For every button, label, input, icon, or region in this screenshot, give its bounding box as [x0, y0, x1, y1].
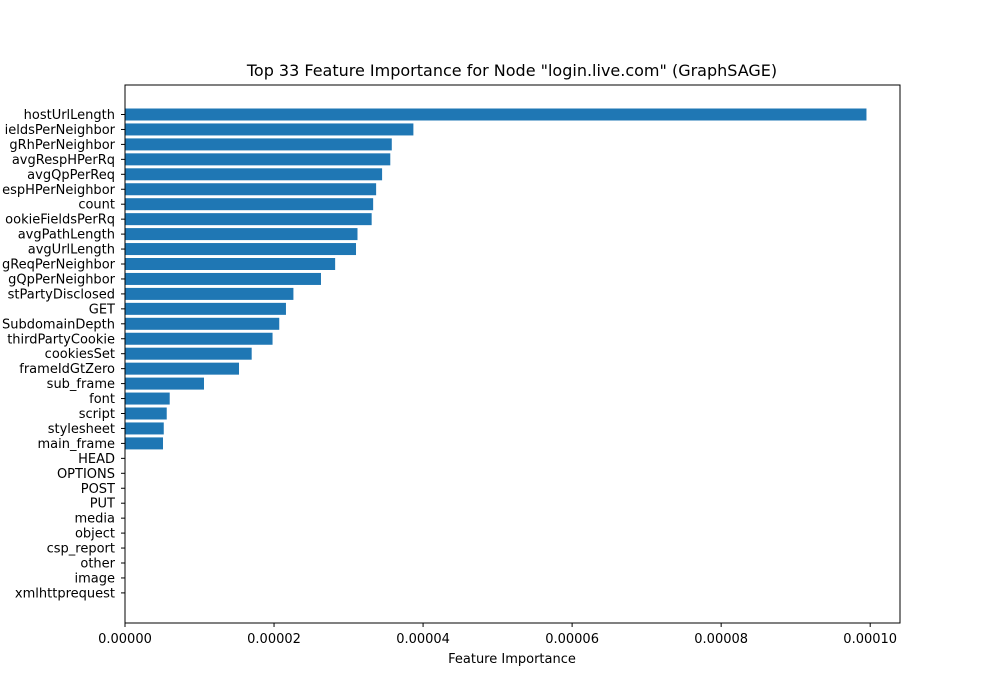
x-tick-label: 0.00008 — [694, 632, 748, 647]
bars-layer — [125, 108, 867, 450]
y-tick-label: SubdomainDepth — [2, 317, 115, 332]
x-tick-label: 0.00002 — [247, 632, 301, 647]
y-axis: hostUrlLengthieldsPerNeighborgRhPerNeigh… — [2, 108, 125, 601]
y-tick-label: frameIdGtZero — [19, 362, 115, 377]
y-tick-label: ieldsPerNeighbor — [5, 123, 116, 138]
y-tick-label: script — [79, 407, 115, 422]
y-tick-label: object — [75, 527, 115, 542]
bar-greqperneighbor — [125, 258, 336, 270]
y-tick-label: gRhPerNeighbor — [9, 138, 115, 153]
y-tick-label: other — [80, 557, 115, 572]
y-tick-label: avgPathLength — [18, 228, 115, 243]
y-tick-label: stylesheet — [48, 422, 115, 437]
y-tick-label: stPartyDisclosed — [8, 287, 115, 302]
bar-main-frame — [125, 437, 164, 450]
bar-thirdpartycookie — [125, 332, 273, 345]
bar-ieldsperneighbor — [125, 123, 414, 136]
y-tick-label: font — [89, 392, 115, 407]
bar-avgurllength — [125, 243, 357, 256]
bar-font — [125, 392, 170, 405]
bar-hosturllength — [125, 108, 867, 121]
y-tick-label: gQpPerNeighbor — [8, 272, 115, 287]
bar-subdomaindepth — [125, 317, 280, 330]
plot-frame — [124, 84, 901, 624]
bar-avgqpperreq — [125, 168, 383, 181]
bar-count — [125, 198, 374, 211]
chart-title: Top 33 Feature Importance for Node "logi… — [246, 61, 777, 80]
x-tick-label: 0.00006 — [545, 632, 599, 647]
y-tick-label: csp_report — [47, 542, 115, 557]
bar-gqpperneighbor — [125, 272, 321, 285]
y-tick-label: sub_frame — [47, 377, 115, 392]
bar-frameidgtzero — [125, 362, 240, 375]
x-tick-label: 0.00004 — [396, 632, 450, 647]
y-tick-label: POST — [81, 482, 115, 497]
x-tick-label: 0.00010 — [843, 632, 897, 647]
y-tick-label: count — [78, 198, 115, 213]
y-tick-label: cookiesSet — [45, 347, 115, 362]
y-tick-label: avgRespHPerRq — [12, 153, 115, 168]
y-tick-label: gReqPerNeighbor — [2, 258, 116, 273]
y-tick-label: xmlhttprequest — [15, 586, 115, 601]
bar-script — [125, 407, 167, 420]
x-axis-label: Feature Importance — [448, 652, 576, 667]
bar-ookiefieldsperrq — [125, 213, 372, 226]
y-tick-label: espHPerNeighbor — [2, 183, 116, 198]
y-tick-label: GET — [89, 302, 115, 317]
y-tick-label: image — [75, 571, 116, 586]
x-tick-label: 0.00000 — [98, 632, 152, 647]
bar-esphperneighbor — [125, 183, 377, 196]
bar-sub-frame — [125, 377, 204, 390]
y-tick-label: ookieFieldsPerRq — [5, 213, 115, 228]
y-tick-label: hostUrlLength — [24, 108, 115, 123]
y-tick-label: avgQpPerReq — [27, 168, 115, 183]
x-axis: 0.00000 0.00002 0.00004 0.00006 0.00008 0.000… — [98, 623, 897, 647]
y-tick-label: avgUrlLength — [28, 243, 115, 258]
bar-avgresphperrq — [125, 153, 391, 166]
bar-avgpathlength — [125, 228, 358, 241]
y-tick-label: OPTIONS — [57, 467, 115, 482]
y-tick-label: PUT — [90, 497, 115, 512]
bar-grhperneighbor — [125, 138, 392, 151]
bar-stylesheet — [125, 422, 164, 435]
bar-get — [125, 302, 286, 315]
y-tick-label: thirdPartyCookie — [7, 332, 115, 347]
y-tick-label: HEAD — [78, 452, 115, 467]
y-tick-label: main_frame — [37, 437, 115, 452]
y-tick-label: media — [75, 512, 116, 527]
bar-cookiesset — [125, 347, 252, 360]
bar-stpartydisclosed — [125, 287, 294, 300]
